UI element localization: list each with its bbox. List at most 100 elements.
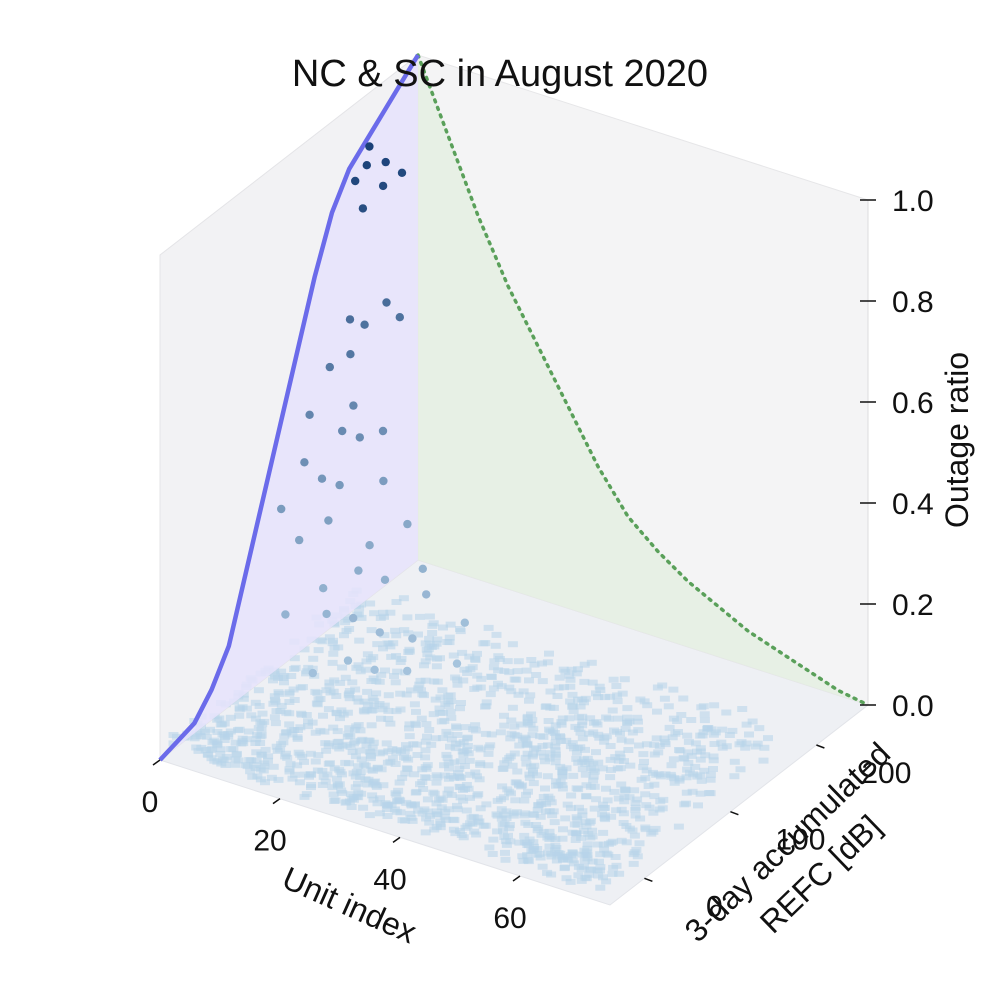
floor-marker — [361, 658, 372, 665]
floor-marker — [452, 732, 463, 738]
floor-marker — [420, 738, 431, 745]
floor-marker — [556, 853, 567, 860]
floor-marker — [537, 660, 547, 667]
floor-marker — [328, 724, 339, 731]
floor-marker — [618, 820, 629, 826]
floor-marker — [476, 675, 487, 682]
floor-marker — [202, 751, 213, 758]
floor-marker — [529, 846, 540, 853]
floor-marker — [599, 846, 610, 853]
floor-marker — [379, 632, 390, 639]
floor-marker — [446, 698, 457, 705]
floor-marker — [458, 797, 469, 804]
floor-marker — [422, 733, 432, 740]
floor-marker — [729, 758, 740, 765]
floor-marker — [481, 699, 492, 706]
floor-marker — [564, 715, 575, 722]
floor-marker — [289, 655, 300, 662]
floor-marker — [310, 758, 321, 765]
floor-marker — [402, 745, 413, 752]
floor-marker — [605, 743, 616, 749]
floor-marker — [344, 626, 355, 632]
floor-marker — [347, 749, 358, 755]
floor-marker — [615, 754, 626, 761]
floor-marker — [649, 793, 660, 800]
floor-marker — [478, 640, 489, 647]
floor-marker — [658, 796, 669, 803]
floor-marker — [404, 725, 414, 732]
floor-marker — [432, 774, 443, 781]
floor-marker — [455, 705, 465, 712]
floor-marker — [321, 747, 332, 754]
floor-marker — [406, 814, 417, 821]
floor-marker — [555, 738, 566, 744]
floor-marker — [431, 640, 442, 647]
floor-marker — [259, 763, 270, 770]
floor-marker — [369, 610, 380, 617]
floor-marker — [544, 650, 554, 657]
floor-marker — [293, 749, 304, 756]
floor-marker — [445, 708, 456, 715]
floor-marker — [233, 727, 243, 734]
floor-marker — [217, 731, 228, 738]
floor-marker — [354, 747, 365, 754]
floor-marker — [454, 773, 465, 780]
floor-marker — [519, 797, 530, 804]
scatter-point — [345, 315, 355, 324]
floor-marker — [329, 765, 340, 772]
floor-marker — [444, 765, 454, 772]
floor-marker — [280, 729, 291, 736]
floor-marker — [443, 703, 454, 709]
floor-marker — [406, 687, 416, 694]
floor-marker — [577, 758, 588, 765]
floor-marker — [405, 801, 416, 808]
floor-marker — [507, 704, 518, 711]
floor-marker — [537, 678, 548, 685]
floor-marker — [666, 762, 677, 769]
floor-marker — [622, 719, 633, 726]
floor-marker — [439, 772, 450, 779]
floor-marker — [362, 651, 373, 658]
floor-marker — [555, 763, 566, 770]
floor-marker — [593, 694, 603, 701]
floor-marker — [443, 775, 454, 782]
floor-marker — [424, 635, 435, 642]
floor-marker — [363, 737, 374, 744]
floor-marker — [430, 696, 441, 703]
scatter-point — [335, 480, 344, 490]
floor-marker — [414, 681, 425, 688]
floor-marker — [255, 733, 266, 740]
floor-marker — [255, 766, 266, 773]
floor-marker — [484, 744, 494, 751]
floor-marker — [554, 674, 565, 681]
floor-marker — [550, 842, 561, 849]
floor-marker — [270, 696, 280, 703]
floor-marker — [534, 851, 545, 857]
floor-marker — [219, 737, 230, 743]
floor-marker — [268, 763, 279, 770]
floor-marker — [523, 842, 534, 849]
floor-marker — [451, 723, 461, 730]
floor-marker — [649, 741, 660, 748]
scatter-point — [382, 298, 391, 307]
floor-marker — [591, 796, 602, 803]
floor-marker — [502, 757, 513, 764]
x-projection-fill — [160, 55, 418, 760]
floor-marker — [679, 801, 690, 808]
floor-marker — [533, 802, 544, 809]
floor-marker — [269, 671, 280, 678]
floor-marker — [480, 703, 490, 710]
floor-marker — [459, 763, 470, 769]
scatter-point — [338, 426, 347, 436]
floor-marker — [659, 739, 670, 746]
floor-marker — [385, 609, 396, 616]
floor-marker — [368, 675, 379, 682]
floor-marker — [703, 725, 714, 731]
floor-marker — [355, 727, 366, 734]
floor-marker — [325, 689, 336, 696]
floor-marker — [657, 682, 668, 689]
floor-marker — [598, 805, 609, 811]
floor-marker — [495, 729, 506, 736]
floor-marker — [688, 771, 699, 778]
floor-marker — [349, 726, 360, 733]
